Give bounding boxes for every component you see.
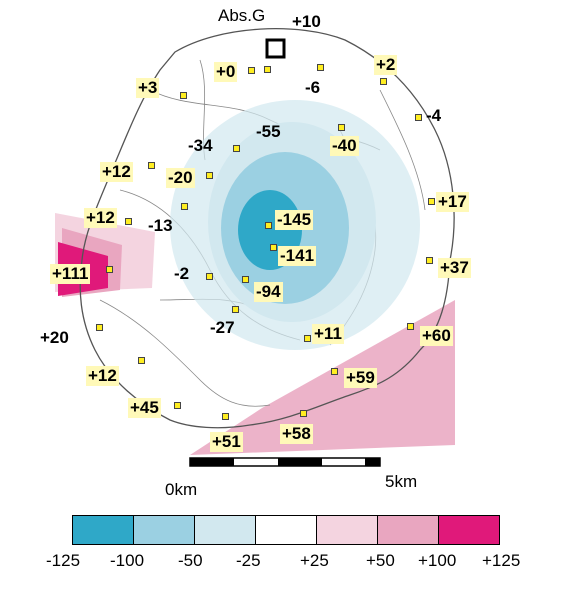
- station-value: +0: [214, 62, 238, 82]
- station-value: -34: [188, 136, 213, 155]
- station-value: -4: [426, 106, 442, 125]
- scale-end-label: 5km: [385, 472, 418, 491]
- station-marker: [264, 66, 271, 73]
- station-value: -141: [278, 246, 317, 266]
- station-value: +17: [436, 192, 469, 212]
- legend-tick-label: +125: [482, 551, 521, 570]
- station-marker: [148, 162, 155, 169]
- station-marker: [331, 368, 338, 375]
- station-value: +2: [374, 55, 398, 75]
- station-marker: [248, 67, 255, 74]
- station-value: +3: [136, 78, 160, 98]
- station-value: +111: [50, 264, 91, 284]
- legend-swatch: [255, 515, 317, 545]
- station-marker: [96, 324, 103, 331]
- station-marker: [317, 64, 324, 71]
- station-marker: [338, 124, 345, 131]
- station-value: -2: [174, 264, 190, 283]
- station-marker: [180, 92, 187, 99]
- legend-tick-label: -50: [178, 551, 203, 570]
- station-value: -145: [275, 210, 314, 230]
- station-marker: [304, 335, 311, 342]
- station-value: +12: [100, 162, 133, 182]
- legend-swatch: [316, 515, 378, 545]
- positive-anomaly-zone-southeast: [190, 300, 455, 455]
- station-marker: [106, 266, 113, 273]
- station-marker: [206, 273, 213, 280]
- station-marker: [222, 413, 229, 420]
- station-marker: [270, 244, 277, 251]
- legend-tick-label: +50: [366, 551, 395, 570]
- station-marker: [242, 276, 249, 283]
- station-value: +45: [128, 398, 161, 418]
- station-marker: [428, 198, 435, 205]
- station-marker: [380, 78, 387, 85]
- station-value: +11: [312, 324, 344, 344]
- station-marker: [125, 218, 132, 225]
- station-marker: [426, 257, 433, 264]
- legend-tick-label: -125: [46, 551, 81, 570]
- legend-swatch: [377, 515, 439, 545]
- station-marker: [232, 306, 239, 313]
- island-outline: [79, 28, 455, 429]
- station-value: +60: [420, 326, 453, 346]
- legend-tick-label: +100: [418, 551, 457, 570]
- station-marker: [138, 357, 145, 364]
- station-marker: [300, 410, 307, 417]
- legend-swatch: [438, 515, 500, 545]
- station-value: -27: [210, 318, 235, 337]
- scale-bar: [189, 457, 381, 467]
- legend-swatch: [133, 515, 195, 545]
- scale-start-label: 0km: [165, 480, 198, 499]
- station-value: -40: [330, 136, 359, 156]
- station-value: -13: [148, 216, 173, 235]
- station-marker: [206, 172, 213, 179]
- reference-station-label: Abs.G: [218, 6, 266, 25]
- legend-swatch: [194, 515, 256, 545]
- station-value: -6: [305, 78, 321, 97]
- station-value: +10: [292, 12, 321, 31]
- station-value: -20: [166, 168, 195, 188]
- legend-tick-label: -100: [110, 551, 145, 570]
- station-value: -94: [254, 282, 283, 302]
- station-marker: [415, 114, 422, 121]
- legend-swatch: [72, 515, 134, 545]
- reference-station-marker: [265, 38, 286, 59]
- station-marker: [181, 203, 188, 210]
- station-value: +37: [438, 258, 471, 278]
- station-value: +58: [280, 424, 313, 444]
- station-value: +51: [210, 432, 243, 452]
- station-marker: [174, 402, 181, 409]
- station-value: +12: [86, 366, 119, 386]
- station-value: +20: [40, 328, 69, 347]
- legend-tick-label: -25: [236, 551, 261, 570]
- station-value: +12: [84, 208, 117, 228]
- station-marker: [407, 323, 414, 330]
- station-marker: [265, 222, 272, 229]
- station-value: +59: [344, 368, 377, 388]
- station-marker: [233, 145, 240, 152]
- legend-tick-label: +25: [300, 551, 329, 570]
- station-value: -55: [256, 122, 281, 141]
